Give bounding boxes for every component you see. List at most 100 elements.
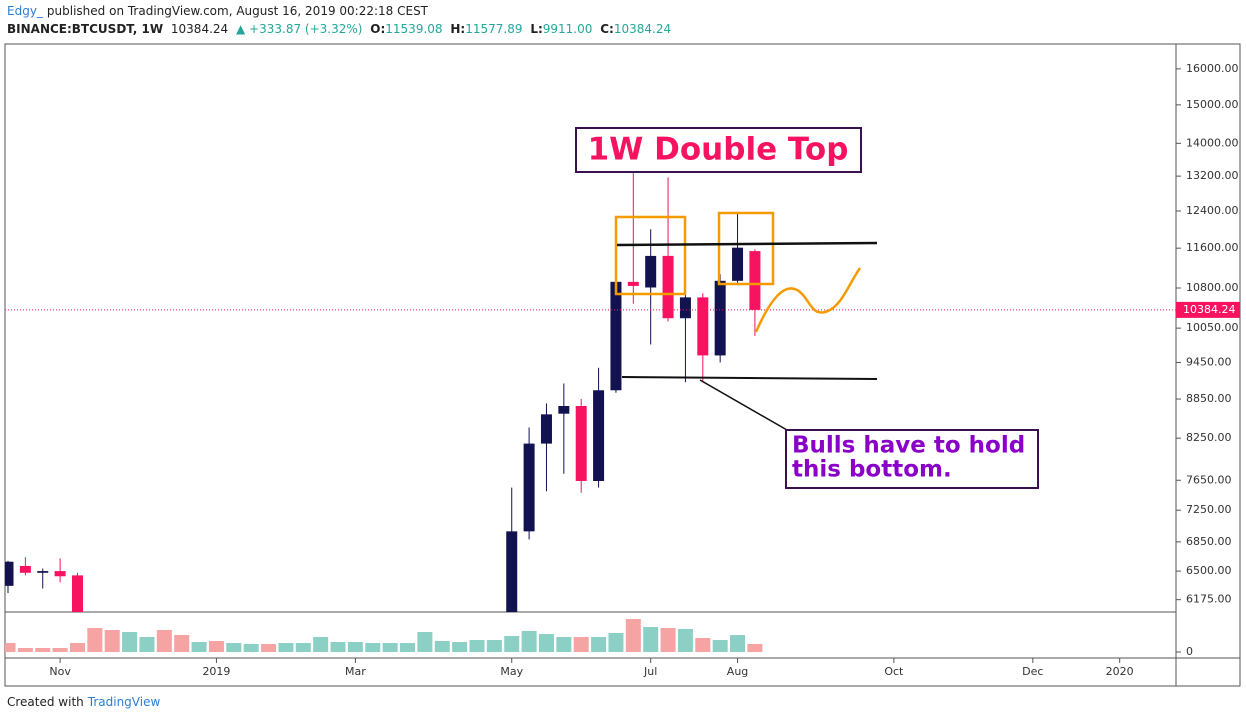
change: ▲ +333.87 (+3.32%)	[236, 22, 363, 36]
candle-body	[749, 251, 761, 310]
y-tick-label: 10800.00	[1186, 281, 1239, 294]
candle-body	[71, 575, 83, 612]
l: 9911.00	[542, 22, 593, 36]
candle-body	[5, 561, 14, 586]
volume-bar	[538, 634, 554, 652]
y-tick-label: 7250.00	[1186, 503, 1232, 516]
candle-body	[610, 281, 622, 391]
y-tick-label: 13200.00	[1186, 169, 1239, 182]
volume-bar	[35, 648, 51, 652]
volume-bar	[208, 641, 224, 652]
y-tick-label: 6175.00	[1186, 593, 1232, 606]
last: 10384.24	[170, 22, 229, 36]
plot	[5, 157, 1176, 612]
support-line	[621, 376, 878, 380]
candle-body	[697, 297, 709, 356]
volume-bar	[730, 635, 746, 652]
x-tick-label: Aug	[727, 665, 748, 678]
volume-bar	[573, 637, 589, 652]
x-tick-label: Nov	[49, 665, 71, 678]
author[interactable]: Edgy_	[7, 4, 43, 18]
candle-body	[662, 255, 674, 319]
volume-bar	[313, 637, 329, 652]
x-tick-label: 2019	[202, 665, 230, 678]
candle-body	[627, 281, 639, 286]
volume-bar	[5, 643, 16, 652]
volume-bar	[677, 629, 693, 652]
volume-bar	[156, 630, 172, 652]
candle-body	[506, 531, 518, 612]
candle-body	[714, 280, 726, 356]
x-tick-label: Mar	[345, 665, 366, 678]
callout-line	[699, 379, 788, 431]
header-line: Edgy_ published on TradingView.com, Augus…	[7, 4, 432, 18]
y-tick-label: 6500.00	[1186, 564, 1232, 577]
candle-body	[523, 443, 535, 532]
annotation-note: this bottom.	[792, 457, 952, 483]
resistance-line	[616, 241, 878, 247]
price-label-box	[1176, 301, 1240, 318]
annotation-title: 1W Double Top	[588, 132, 849, 168]
volume-bar	[608, 633, 624, 652]
volume-bar	[139, 637, 155, 652]
candle-body	[593, 390, 605, 481]
x-tick-label: Dec	[1022, 665, 1043, 678]
volume-bar	[122, 632, 138, 652]
brand[interactable]: TradingView	[87, 695, 161, 709]
volume-bar	[400, 643, 416, 652]
top-box	[614, 215, 687, 296]
volume-bar	[625, 619, 641, 652]
annotation-note: Bulls have to hold	[792, 433, 1025, 459]
candle-body	[732, 247, 744, 281]
y-tick-label: 8250.00	[1186, 431, 1232, 444]
y-tick-label: 8850.00	[1186, 392, 1232, 405]
y-tick-label: 9450.00	[1186, 355, 1232, 368]
y-tick-label: 14000.00	[1186, 136, 1239, 149]
y-tick-label: 11600.00	[1186, 241, 1239, 254]
x-tick-label: Jul	[643, 665, 657, 678]
volume-bar	[243, 644, 259, 652]
y-tick-label: 12400.00	[1186, 204, 1239, 217]
drawings: 1W Double Top Bulls have to hold this bo…	[575, 127, 1039, 489]
created: Created with	[7, 695, 84, 709]
volume-bar	[417, 632, 433, 652]
y-tick-label: 15000.00	[1186, 98, 1239, 111]
x-tick-label: Oct	[884, 665, 904, 678]
frame	[4, 43, 1241, 687]
top-box	[717, 211, 775, 286]
x-tick-label: May	[500, 665, 523, 678]
volume-tick-label: 0	[1186, 645, 1193, 658]
l-label: L:	[530, 22, 543, 36]
candle-body	[19, 565, 31, 573]
candle-body	[558, 405, 570, 414]
x-tick-label: 2020	[1106, 665, 1134, 678]
volume-bar	[295, 643, 311, 652]
volume-bar	[660, 628, 676, 652]
candle-body	[679, 297, 691, 319]
price-label: 10384.24	[1183, 303, 1236, 316]
y-tick-label: 7650.00	[1186, 473, 1232, 486]
volume-bar	[104, 630, 120, 652]
y-tick-label: 16000.00	[1186, 62, 1239, 75]
volume-bar	[174, 635, 190, 652]
axes: 6175.00 6500.00 6850.00 7250.00 7650.00 8250.…	[49, 62, 1240, 678]
h: 11577.89	[465, 22, 523, 36]
volume-bar	[712, 640, 728, 652]
volume-bar	[69, 643, 85, 652]
volume-bar	[191, 642, 207, 652]
volume-bar	[452, 642, 468, 652]
candle-body	[54, 571, 66, 577]
volume-plot	[5, 619, 763, 652]
volume-bar	[747, 644, 763, 652]
volume-bar	[347, 642, 363, 652]
volume-bar	[278, 643, 294, 652]
projection-curve	[754, 267, 862, 333]
published: published on TradingView.com, August 16,…	[46, 4, 429, 18]
volume-bar	[382, 643, 398, 652]
volume-bar	[556, 637, 572, 652]
volume-bar	[17, 648, 33, 652]
volume-bar	[486, 640, 502, 652]
volume-bar	[521, 631, 537, 652]
